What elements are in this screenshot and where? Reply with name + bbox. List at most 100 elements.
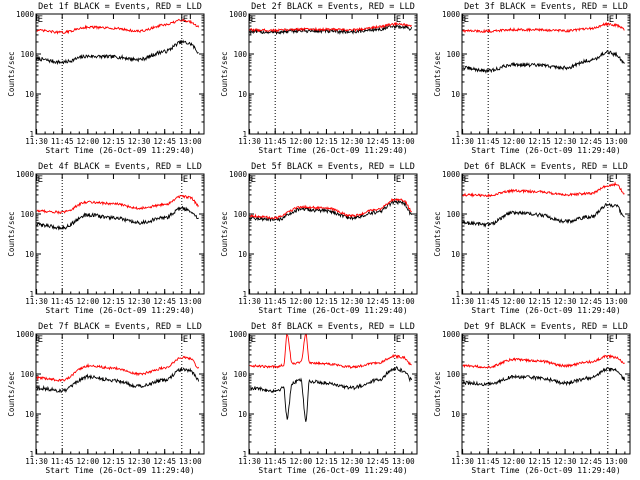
x-tick-label: 12:00	[77, 297, 100, 306]
x-tick-label: 12:00	[77, 457, 100, 466]
x-tick-label: 13:00	[179, 297, 202, 306]
marker-label: E	[609, 15, 614, 25]
x-tick-label: 12:15	[102, 137, 125, 146]
x-axis-label: Start Time (26-Oct-09 11:29:40)	[45, 146, 194, 155]
x-tick-label: 12:00	[290, 137, 313, 146]
x-axis-label: Start Time (26-Oct-09 11:29:40)	[471, 466, 620, 475]
y-axis-label: Counts/sec	[7, 211, 16, 256]
y-tick-label: 1000	[16, 170, 35, 179]
y-tick-label: 1000	[229, 330, 248, 339]
x-axis-label: Start Time (26-Oct-09 11:29:40)	[258, 306, 407, 315]
y-tick-label: 10	[25, 410, 35, 419]
lld-series-line	[249, 21, 412, 33]
x-tick-label: 11:30	[25, 457, 48, 466]
marker-label: E	[251, 335, 256, 345]
y-axis-label: Counts/sec	[220, 211, 229, 256]
marker-label: E	[464, 175, 469, 185]
y-tick-label: 1	[29, 290, 34, 299]
x-tick-label: 12:45	[366, 457, 389, 466]
x-tick-label: 12:00	[290, 457, 313, 466]
panel-det-8: Det 8f BLACK = Events, RED = LLD 1 10 100 10…	[220, 322, 418, 475]
plot-frame	[248, 13, 418, 135]
y-tick-label: 1000	[229, 170, 248, 179]
y-axis-label: Counts/sec	[7, 51, 16, 96]
y-tick-label: 1000	[442, 10, 461, 19]
plot-frame	[461, 173, 631, 295]
x-tick-label: 12:45	[153, 297, 176, 306]
y-tick-label: 100	[446, 50, 460, 59]
y-tick-label: 10	[25, 90, 35, 99]
x-tick-label: 13:00	[392, 457, 415, 466]
x-tick-label: 11:30	[238, 457, 261, 466]
y-tick-label: 1	[29, 450, 34, 459]
y-tick-label: 10	[451, 90, 461, 99]
events-series-line	[249, 198, 413, 222]
plot-frame	[461, 13, 631, 135]
marker-label: E	[251, 175, 256, 185]
x-tick-label: 12:00	[77, 137, 100, 146]
y-tick-label: 1	[242, 290, 247, 299]
plot-frame	[35, 13, 205, 135]
panel-title: Det 2f BLACK = Events, RED = LLD	[251, 2, 415, 12]
y-tick-label: 10	[238, 90, 248, 99]
panel-title: Det 8f BLACK = Events, RED = LLD	[251, 322, 415, 332]
x-tick-label: 12:45	[579, 137, 602, 146]
x-tick-label: 12:30	[341, 457, 364, 466]
y-tick-label: 100	[20, 210, 34, 219]
events-series-line	[36, 367, 200, 394]
y-tick-label: 1000	[16, 330, 35, 339]
y-axis-label: Counts/sec	[433, 211, 442, 256]
y-tick-label: 1	[455, 290, 460, 299]
x-tick-label: 12:15	[528, 137, 551, 146]
y-tick-label: 10	[238, 250, 248, 259]
y-tick-label: 1	[455, 450, 460, 459]
y-tick-label: 100	[233, 50, 247, 59]
x-tick-label: 12:00	[503, 457, 526, 466]
x-tick-label: 11:30	[451, 297, 474, 306]
x-tick-label: 11:45	[51, 137, 74, 146]
x-tick-label: 13:00	[605, 457, 628, 466]
y-axis-label: Counts/sec	[433, 51, 442, 96]
y-axis-label: Counts/sec	[220, 51, 229, 96]
plot-frame	[461, 333, 631, 455]
marker-label: E	[464, 335, 469, 345]
x-tick-label: 12:30	[341, 297, 364, 306]
y-tick-label: 1	[29, 130, 34, 139]
marker-label: E	[183, 175, 188, 185]
x-tick-label: 12:45	[153, 137, 176, 146]
y-tick-label: 100	[233, 370, 247, 379]
x-tick-label: 12:30	[554, 297, 577, 306]
x-tick-label: 12:30	[128, 457, 151, 466]
panel-det-6: Det 6f BLACK = Events, RED = LLD 1 10 100 10…	[433, 162, 631, 315]
plot-frame	[35, 173, 205, 295]
panel-title: Det 7f BLACK = Events, RED = LLD	[38, 322, 202, 332]
x-tick-label: 12:15	[528, 457, 551, 466]
panel-title: Det 5f BLACK = Events, RED = LLD	[251, 162, 415, 172]
y-tick-label: 100	[446, 370, 460, 379]
y-tick-label: 1000	[442, 330, 461, 339]
y-tick-label: 100	[446, 210, 460, 219]
y-axis-label: Counts/sec	[7, 371, 16, 416]
x-tick-label: 12:15	[315, 297, 338, 306]
x-tick-label: 12:15	[102, 297, 125, 306]
marker-label: E	[183, 335, 188, 345]
x-tick-label: 12:30	[128, 297, 151, 306]
lld-series-line	[36, 194, 199, 215]
panel-det-3: Det 3f BLACK = Events, RED = LLD 1 10 100 10…	[433, 2, 631, 155]
panel-det-9: Det 9f BLACK = Events, RED = LLD 1 10 100 10…	[433, 322, 631, 475]
x-axis-label: Start Time (26-Oct-09 11:29:40)	[258, 146, 407, 155]
panel-det-5: Det 5f BLACK = Events, RED = LLD 1 10 100 10…	[220, 162, 418, 315]
marker-label: E	[38, 335, 43, 345]
lld-series-line	[249, 197, 412, 220]
y-tick-label: 100	[20, 370, 34, 379]
events-series-line	[462, 367, 626, 387]
x-tick-label: 11:30	[238, 297, 261, 306]
panel-det-2: Det 2f BLACK = Events, RED = LLD 1 10 100 10…	[220, 2, 418, 155]
x-tick-label: 11:45	[264, 457, 287, 466]
marker-label: E	[396, 335, 401, 345]
panel-det-1: Det 1f BLACK = Events, RED = LLD 1 10 100 10…	[7, 2, 205, 155]
x-tick-label: 11:30	[25, 137, 48, 146]
x-tick-label: 13:00	[392, 137, 415, 146]
x-tick-label: 12:30	[554, 137, 577, 146]
